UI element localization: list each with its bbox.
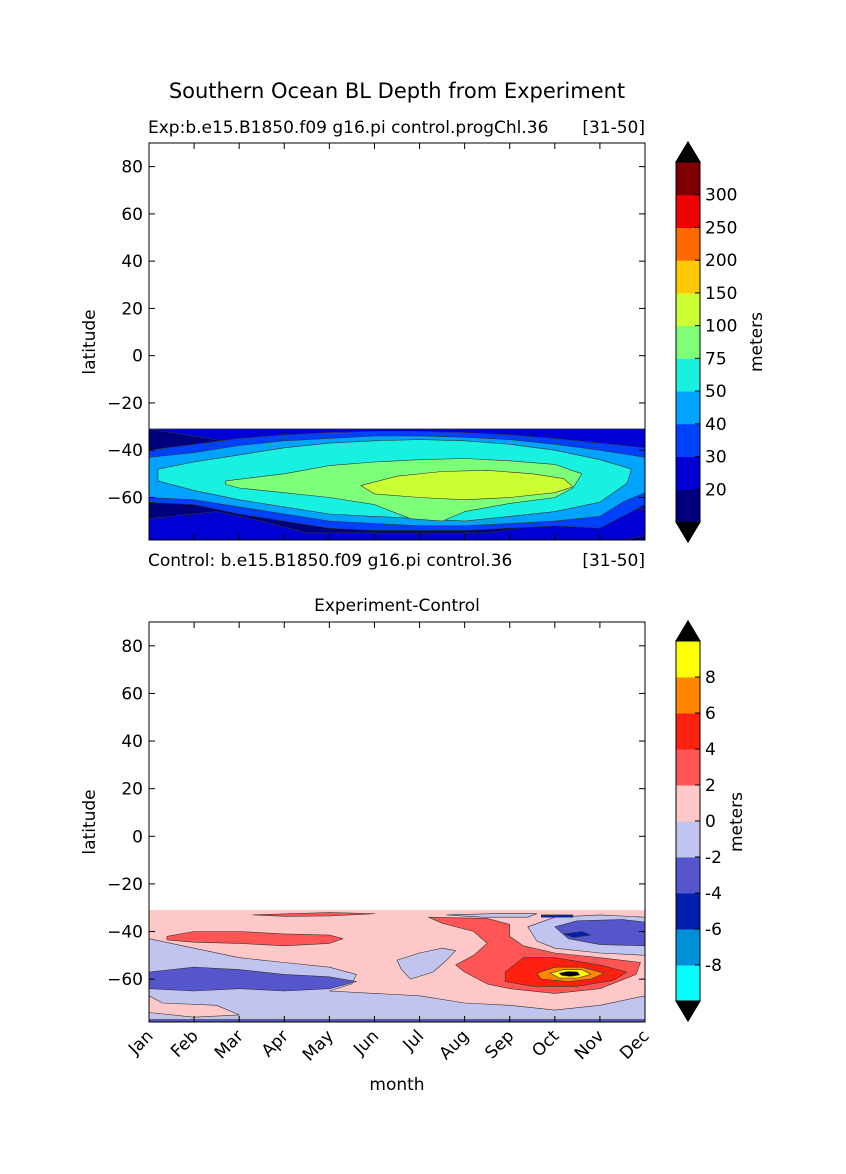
contour-region-9 (166, 931, 344, 947)
bottom-panel-plot-area (148, 621, 646, 1023)
top-panel: Exp:b.e15.B1850.f09 g16.pi control.progC… (80, 118, 767, 571)
y-tick-label: 0 (132, 347, 143, 367)
figure-suptitle: Southern Ocean BL Depth from Experiment (169, 79, 625, 103)
colorbar-segment (676, 713, 700, 750)
y-tick-label: 0 (132, 827, 143, 847)
bottom-panel-y-ticks: −60 −40 −20 0 20 40 60 80 (107, 637, 645, 990)
y-tick-label: 20 (121, 299, 143, 319)
top-panel-colorbar: 20 30 40 50 75 100 150 200 250 300 (675, 141, 737, 543)
colorbar-segment (676, 749, 700, 786)
colorbar-tick-label: 0 (705, 812, 716, 832)
contour-field (149, 428, 645, 540)
bottom-panel-colorbar-label: meters (727, 792, 747, 852)
colorbar-tick-label: 50 (705, 382, 727, 402)
colorbar-segment (676, 391, 700, 425)
y-tick-label: −20 (107, 394, 143, 414)
y-tick-label: −40 (107, 441, 143, 461)
colorbar-segment (676, 893, 700, 930)
y-tick-label: 80 (121, 158, 143, 178)
y-tick-label: 40 (121, 252, 143, 272)
colorbar-segment (676, 292, 700, 327)
top-panel-footer-left: Control: b.e15.B1850.f09 g16.pi control.… (148, 551, 512, 571)
y-tick-label: 60 (121, 684, 143, 704)
contour-field (149, 910, 645, 1022)
contour-region-8 (563, 931, 592, 938)
contour-region-7 (540, 914, 574, 918)
top-panel-title-left: Exp:b.e15.B1850.f09 g16.pi control.progC… (148, 118, 548, 138)
y-tick-label: 80 (121, 637, 143, 657)
y-tick-label: −40 (107, 923, 143, 943)
y-tick-label: −60 (107, 488, 143, 508)
colorbar-tick-label: 2 (705, 776, 716, 796)
colorbar-segment (676, 227, 700, 261)
colorbar-tick-label: -6 (705, 920, 722, 940)
plot-frame (148, 142, 646, 541)
top-panel-footer-right: [31-50] (582, 551, 645, 571)
contour-region-3 (446, 913, 538, 918)
y-tick-label: 20 (121, 780, 143, 800)
y-tick-label: −20 (107, 875, 143, 895)
colorbar-segment (676, 929, 700, 966)
colorbar-segment (676, 677, 700, 714)
top-panel-title-right: [31-50] (582, 118, 645, 138)
colorbar-segment (676, 194, 700, 228)
colorbar-tick-label: 4 (705, 740, 716, 760)
colorbar-tick-label: 20 (705, 480, 727, 500)
colorbar-tick-label: 75 (705, 349, 727, 369)
colorbar-tick-label: 300 (705, 186, 737, 206)
contour-region-15 (558, 971, 580, 977)
colorbar-segment (676, 260, 700, 294)
colorbar-tick-label: 200 (705, 251, 737, 271)
contour-region-4 (149, 966, 357, 992)
colorbar-segment (676, 358, 700, 392)
colorbar-outline (675, 141, 701, 543)
contour-region-0 (149, 938, 645, 1022)
contour-region-10 (252, 912, 375, 917)
colorbar-segment (676, 489, 700, 523)
colorbar-tick-label: 8 (705, 668, 716, 688)
contour-region-1 (396, 947, 456, 980)
plot-frame (148, 621, 646, 1023)
bottom-panel-colorbar: -8 -6 -4 -2 0 2 4 6 8 (675, 620, 722, 1022)
colorbar-segment (676, 325, 700, 359)
top-panel-plot-area (148, 142, 646, 541)
colorbar-tick-label: -2 (705, 848, 722, 868)
top-panel-y-ticks: −60 −40 −20 0 20 40 60 80 (107, 158, 645, 508)
colorbar-segment (676, 423, 700, 458)
colorbar-tick-label: 100 (705, 317, 737, 337)
colorbar-tick-label: 150 (705, 284, 737, 304)
colorbar-segment (676, 857, 700, 894)
colorbar-outline (675, 620, 701, 1022)
colorbar-segment (676, 965, 700, 1002)
colorbar-tick-label: 250 (705, 218, 737, 238)
bottom-panel: Experiment-Control latitude month −60 −40… (80, 596, 747, 1095)
colorbar-segment (676, 641, 700, 678)
bottom-panel-xlabel: month (369, 1075, 424, 1095)
colorbar-segment (676, 456, 700, 490)
y-tick-label: −60 (107, 970, 143, 990)
colorbar-tick-label: 6 (705, 704, 716, 724)
y-tick-label: 40 (121, 732, 143, 752)
top-panel-colorbar-label: meters (747, 312, 767, 372)
colorbar-segment (676, 821, 700, 858)
colorbar-tick-label: 40 (705, 415, 727, 435)
bottom-panel-ylabel: latitude (80, 789, 100, 854)
colorbar-tick-label: -8 (705, 956, 722, 976)
bottom-panel-title: Experiment-Control (314, 596, 480, 616)
colorbar-segment (676, 785, 700, 822)
contour-region-5 (554, 919, 645, 947)
contour-region-5 (360, 469, 574, 501)
colorbar-segment (676, 162, 700, 196)
contour-region-6 (149, 1019, 645, 1022)
top-panel-ylabel: latitude (80, 309, 100, 374)
colorbar-tick-label: -4 (705, 884, 722, 904)
colorbar-tick-label: 30 (705, 448, 727, 468)
y-tick-label: 60 (121, 205, 143, 225)
